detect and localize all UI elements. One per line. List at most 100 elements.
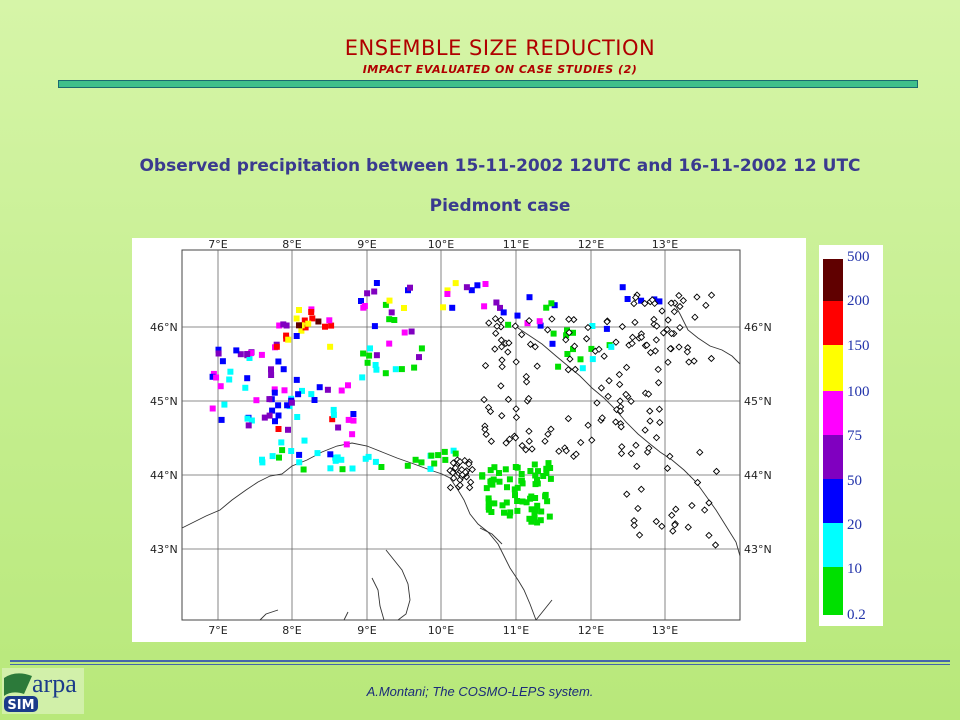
station-marker-nodata [632,441,640,449]
station-marker [427,465,434,472]
station-marker-nodata [705,531,713,540]
station-marker-nodata [461,456,469,465]
station-marker-nodata [511,434,520,442]
station-marker [358,298,364,304]
station-marker-nodata [522,446,530,454]
station-marker [227,368,234,375]
station-marker-nodata [497,382,505,390]
station-marker-nodata [468,465,476,474]
station-marker [547,475,554,482]
station-marker [343,441,350,448]
station-marker [487,467,494,474]
station-marker-nodata [570,315,578,324]
station-marker [275,412,282,419]
station-marker [261,414,268,421]
station-marker-nodata [595,345,603,353]
station-marker-nodata [446,483,455,492]
station-marker [213,374,220,381]
lat-label: 43°N [150,543,178,556]
station-marker-nodata [518,441,526,450]
station-marker [268,372,275,378]
station-marker-nodata [465,460,473,468]
station-marker-nodata [641,299,649,308]
station-marker [589,323,596,329]
station-marker-nodata [593,399,601,407]
station-marker [219,358,226,365]
legend-swatch [823,391,843,435]
station-marker [366,352,373,359]
station-marker-nodata [705,499,713,507]
station-marker [534,476,540,483]
station-marker [345,382,351,389]
station-marker-nodata [562,447,570,455]
station-marker-nodata [627,397,635,406]
station-marker [496,478,503,485]
station-marker [564,327,570,334]
station-marker [441,448,448,455]
lon-label: 8°E [282,238,301,251]
footer-divider [10,660,950,662]
station-marker-nodata [670,308,678,316]
station-marker-nodata [531,343,539,351]
station-marker [324,386,331,393]
station-marker [499,502,506,509]
station-marker [280,366,287,373]
station-marker [619,284,626,291]
station-marker [570,346,576,353]
station-marker [563,332,570,339]
station-marker [215,350,222,357]
station-marker [638,297,645,304]
station-marker [226,376,233,383]
station-marker [371,288,378,295]
station-marker [579,365,586,372]
station-marker-nodata [482,430,490,439]
station-marker-nodata [525,394,533,403]
station-marker-nodata [675,343,683,351]
legend-swatch [823,567,843,615]
station-marker [345,416,352,423]
station-marker [407,284,413,291]
station-marker [285,336,292,343]
station-marker-nodata [630,299,638,308]
logo-sub: SIM [7,698,34,713]
lon-label: 7°E [208,624,227,637]
station-marker-nodata [652,336,661,344]
station-marker [537,322,544,329]
station-marker-nodata [511,322,519,330]
station-marker [275,402,282,409]
station-marker [532,507,539,514]
station-marker [496,470,502,476]
station-marker [244,415,251,422]
station-marker-nodata [655,405,664,413]
station-marker-nodata [582,335,591,343]
station-marker [398,366,405,373]
station-marker [338,387,345,394]
station-marker-nodata [570,342,579,350]
station-marker-nodata [616,407,625,415]
station-marker [269,453,276,460]
station-marker-nodata [707,291,716,299]
station-marker [269,407,276,414]
station-marker [215,346,222,353]
station-marker [372,458,379,465]
station-marker-nodata [612,338,620,346]
station-marker [258,351,265,358]
station-marker [360,350,367,357]
station-marker-nodata [641,426,649,434]
station-marker-nodata [637,485,645,493]
station-marker [463,284,470,291]
station-marker-nodata [449,459,457,467]
station-marker [285,426,291,433]
legend-swatch [823,259,843,301]
station-marker [523,499,530,506]
station-marker-nodata [663,464,672,472]
station-marker [266,412,273,419]
station-marker [248,417,255,424]
station-marker-nodata [618,443,626,451]
coastline [181,299,741,621]
station-marker-nodata [548,315,556,323]
station-marker-nodata [668,511,676,519]
legend-label: 200 [847,293,870,309]
station-marker [301,317,308,324]
station-marker [391,317,398,323]
